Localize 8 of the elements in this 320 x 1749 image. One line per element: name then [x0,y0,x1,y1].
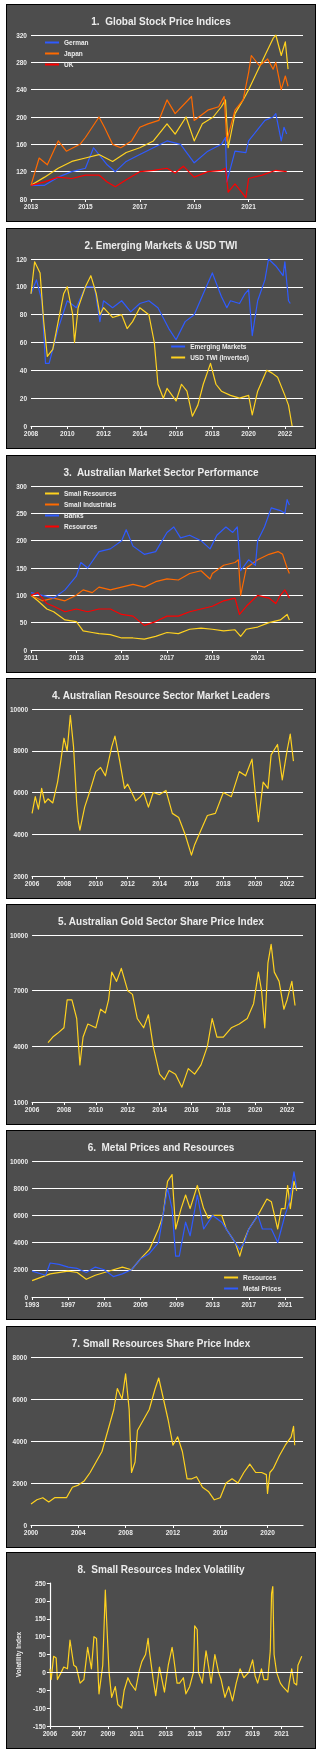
chart-title: 7. Small Resources Share Price Index [71,1337,251,1349]
chart-title: 8. Small Resources Index Volatility [77,1563,245,1575]
chart-title: 6. Metal Prices and Resources [87,1141,235,1153]
chart-title: 2. Emerging Markets & USD TWI [84,239,238,251]
chart-title: 4. Australian Resource Sector Market Leaders [51,689,271,701]
chart-title: 1. Global Stock Price Indices [91,15,232,27]
chart-title: 5. Australian Gold Sector Share Price Index [58,915,265,927]
chart-title: 3. Australian Market Sector Performance [63,466,260,478]
